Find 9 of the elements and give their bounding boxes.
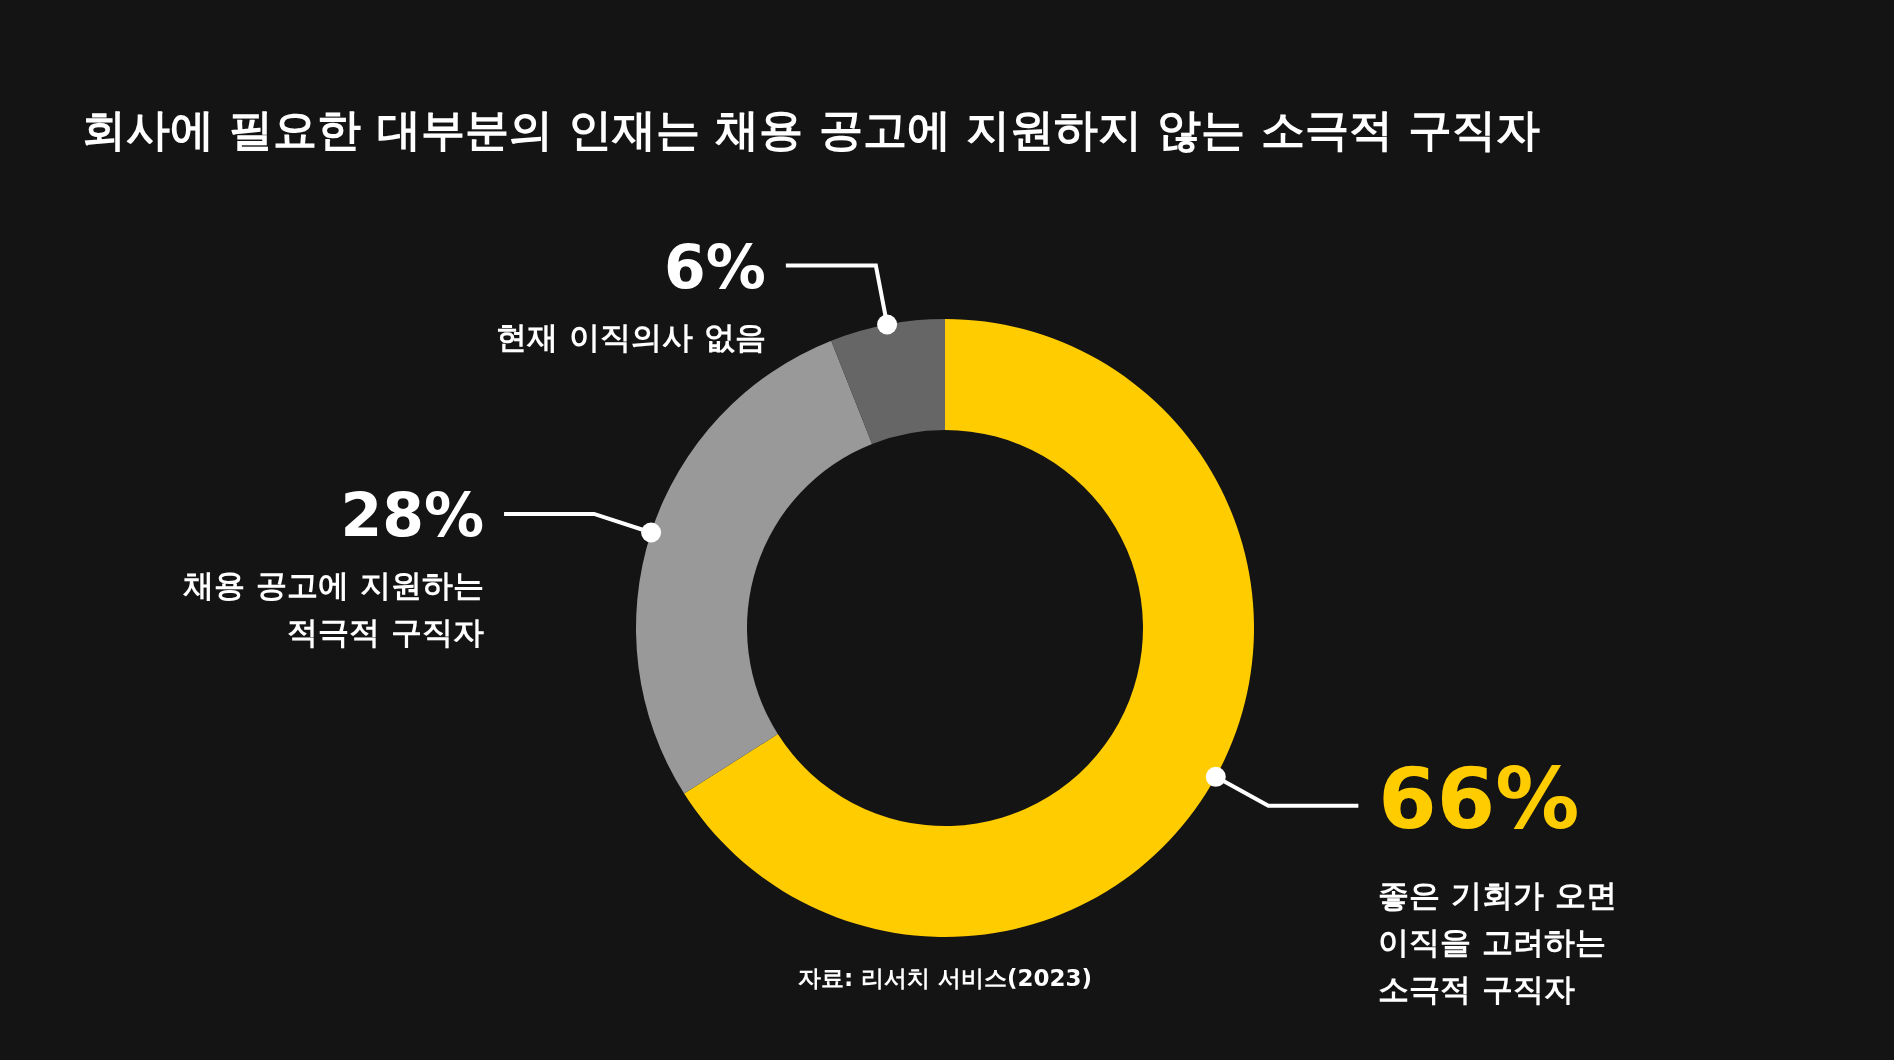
slice-label: 좋은 기회가 오면 이직을 고려하는 소극적 구직자 <box>1378 876 1617 1007</box>
slice-label: 채용 공고에 지원하는 적극적 구직자 <box>183 566 485 650</box>
chart-title: 회사에 필요한 대부분의 인재는 채용 공고에 지원하지 않는 소극적 구직자 <box>82 104 1540 155</box>
data-label: 66% <box>1378 749 1580 848</box>
slice-label: 현재 이직의사 없음 <box>496 318 766 355</box>
donut-slice <box>831 319 945 444</box>
data-label: 6% <box>663 231 766 302</box>
text: 자료: 리서치 서비스(2023) <box>797 965 1093 991</box>
data-label: 28% <box>340 479 485 550</box>
